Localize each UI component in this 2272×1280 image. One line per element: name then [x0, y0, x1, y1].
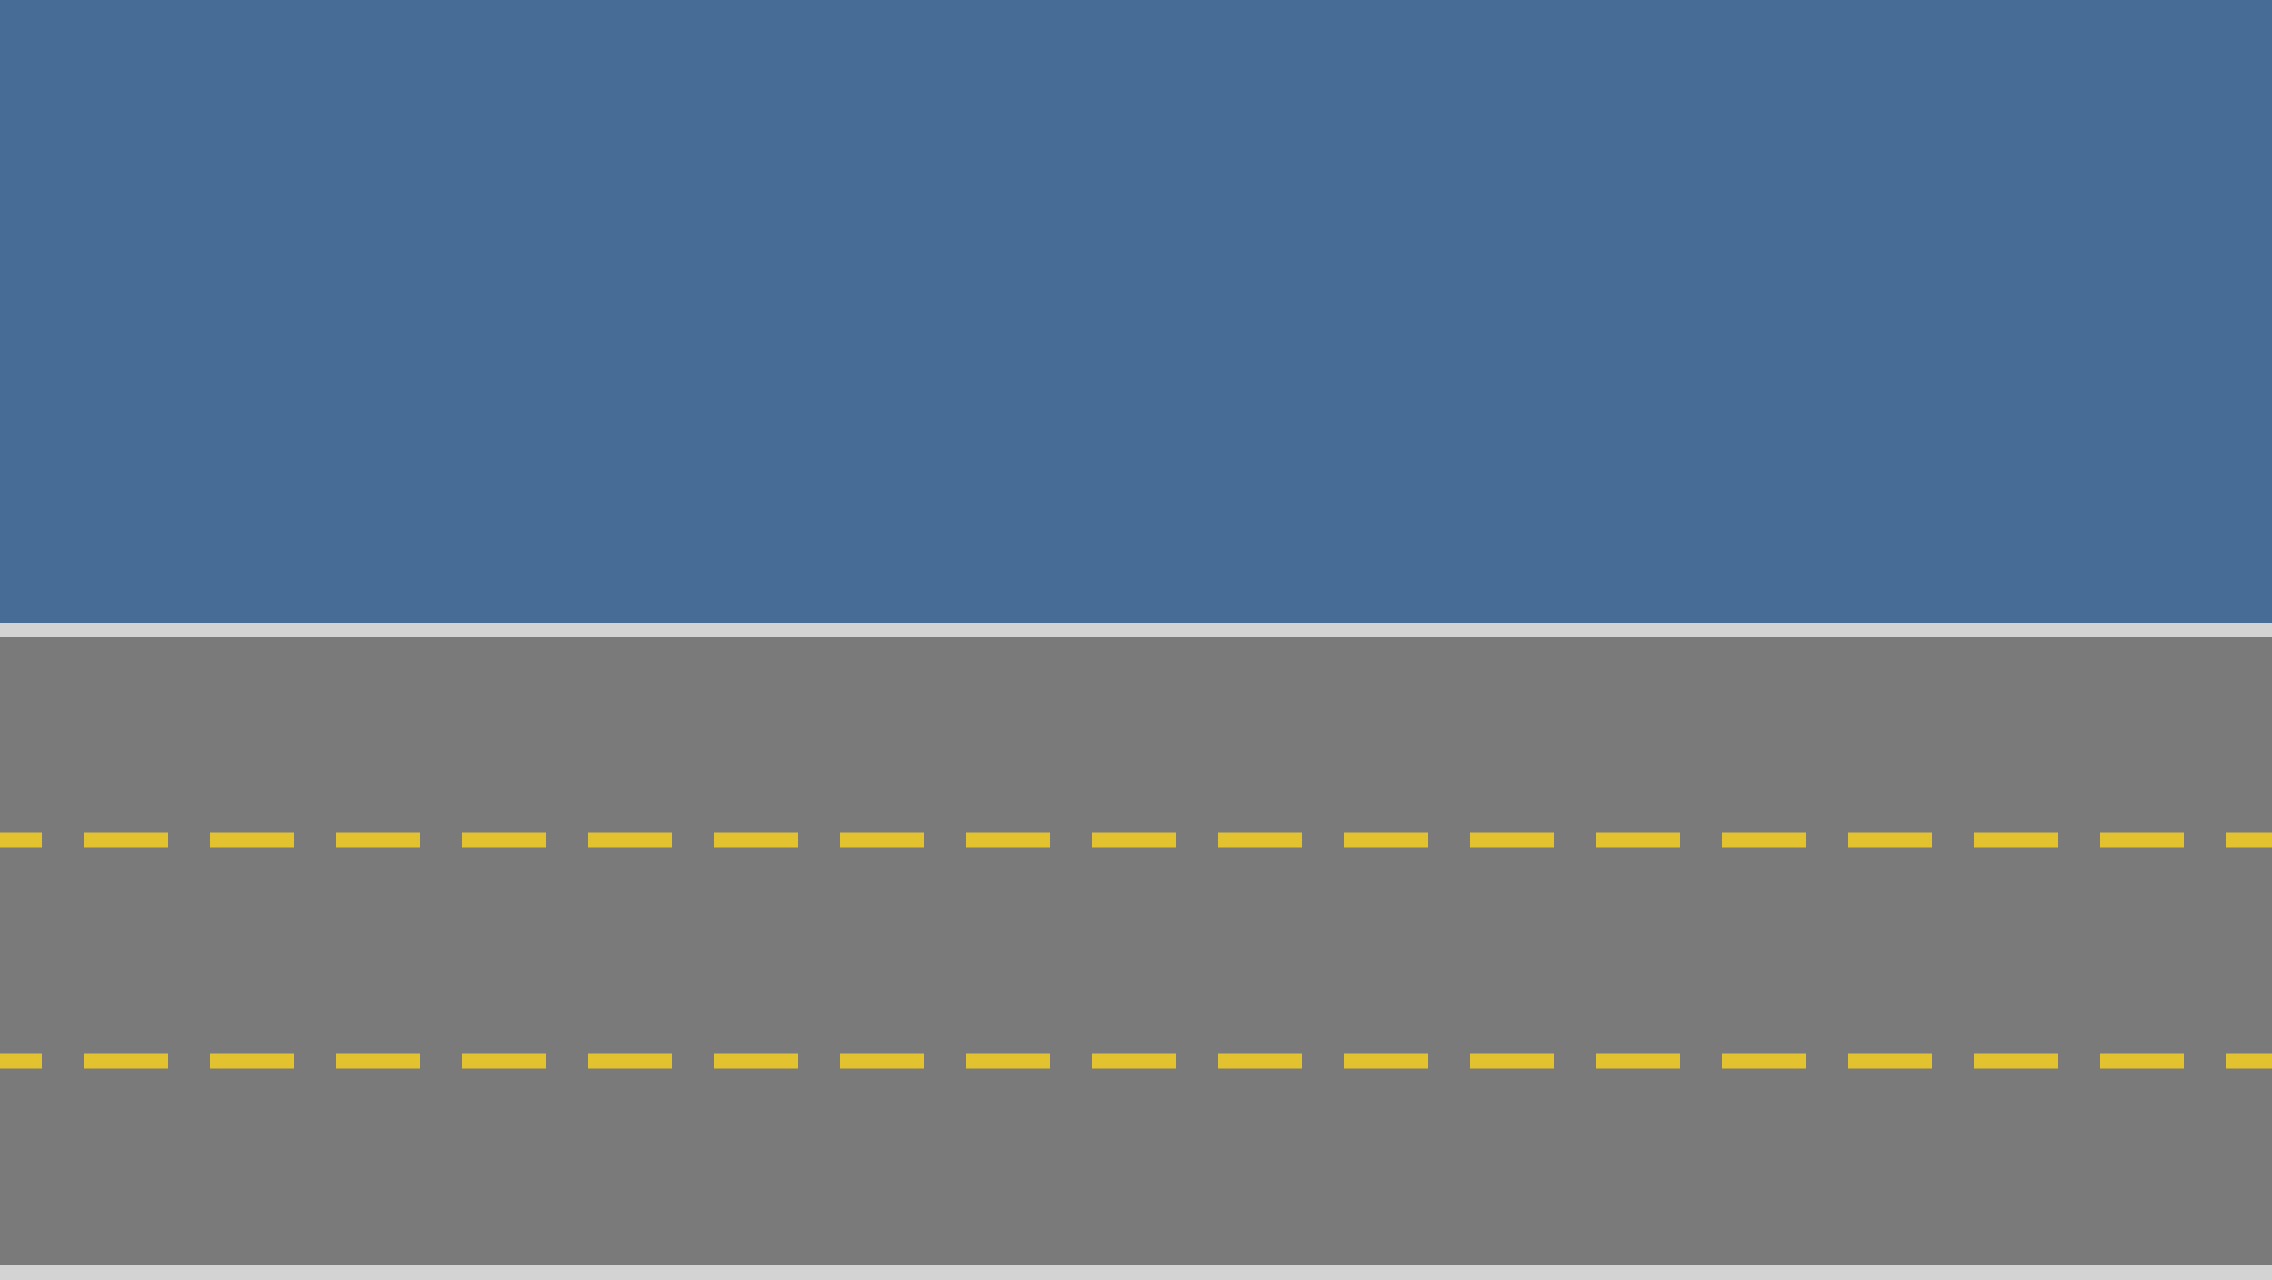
- lane-dash: [966, 1053, 1050, 1069]
- lane-dash: [1974, 1053, 2058, 1069]
- lane-dash: [336, 1053, 420, 1069]
- lane-dash: [1974, 832, 2058, 848]
- lane-dash: [1470, 832, 1554, 848]
- lane-dash: [1596, 1053, 1680, 1069]
- lane-dash: [1092, 1053, 1176, 1069]
- lane-dash: [1092, 832, 1176, 848]
- lane-dash: [2100, 832, 2184, 848]
- lane-dash: [1848, 1053, 1932, 1069]
- water-area: [0, 0, 2272, 623]
- lane-dash: [2226, 1053, 2272, 1069]
- lane-dash: [1470, 1053, 1554, 1069]
- lane-dash: [1344, 832, 1428, 848]
- lane-dash: [2100, 1053, 2184, 1069]
- lane-dash: [840, 832, 924, 848]
- lane-dash: [1344, 1053, 1428, 1069]
- lane-dash: [462, 832, 546, 848]
- lane-dash: [1722, 1053, 1806, 1069]
- lane-dash: [1722, 832, 1806, 848]
- lane-dash: [0, 1053, 42, 1069]
- lane-dash: [84, 1053, 168, 1069]
- lane-dash: [840, 1053, 924, 1069]
- lane-dash: [2226, 832, 2272, 848]
- lane-dash: [966, 832, 1050, 848]
- lane-dash: [714, 1053, 798, 1069]
- road-curb-top: [0, 623, 2272, 637]
- lane-dash: [1848, 832, 1932, 848]
- lane-dash: [588, 1053, 672, 1069]
- road-curb-bottom: [0, 1265, 2272, 1280]
- lane-dash: [1218, 1053, 1302, 1069]
- lane-dash: [84, 832, 168, 848]
- lane-dash: [0, 832, 42, 848]
- lane-dash: [336, 832, 420, 848]
- lane-dash: [588, 832, 672, 848]
- lane-dash: [714, 832, 798, 848]
- lane-dash: [1218, 832, 1302, 848]
- lane-dash: [210, 1053, 294, 1069]
- lane-dash: [1596, 832, 1680, 848]
- lane-dash: [462, 1053, 546, 1069]
- road-surface: [0, 637, 2272, 1265]
- lane-dash: [210, 832, 294, 848]
